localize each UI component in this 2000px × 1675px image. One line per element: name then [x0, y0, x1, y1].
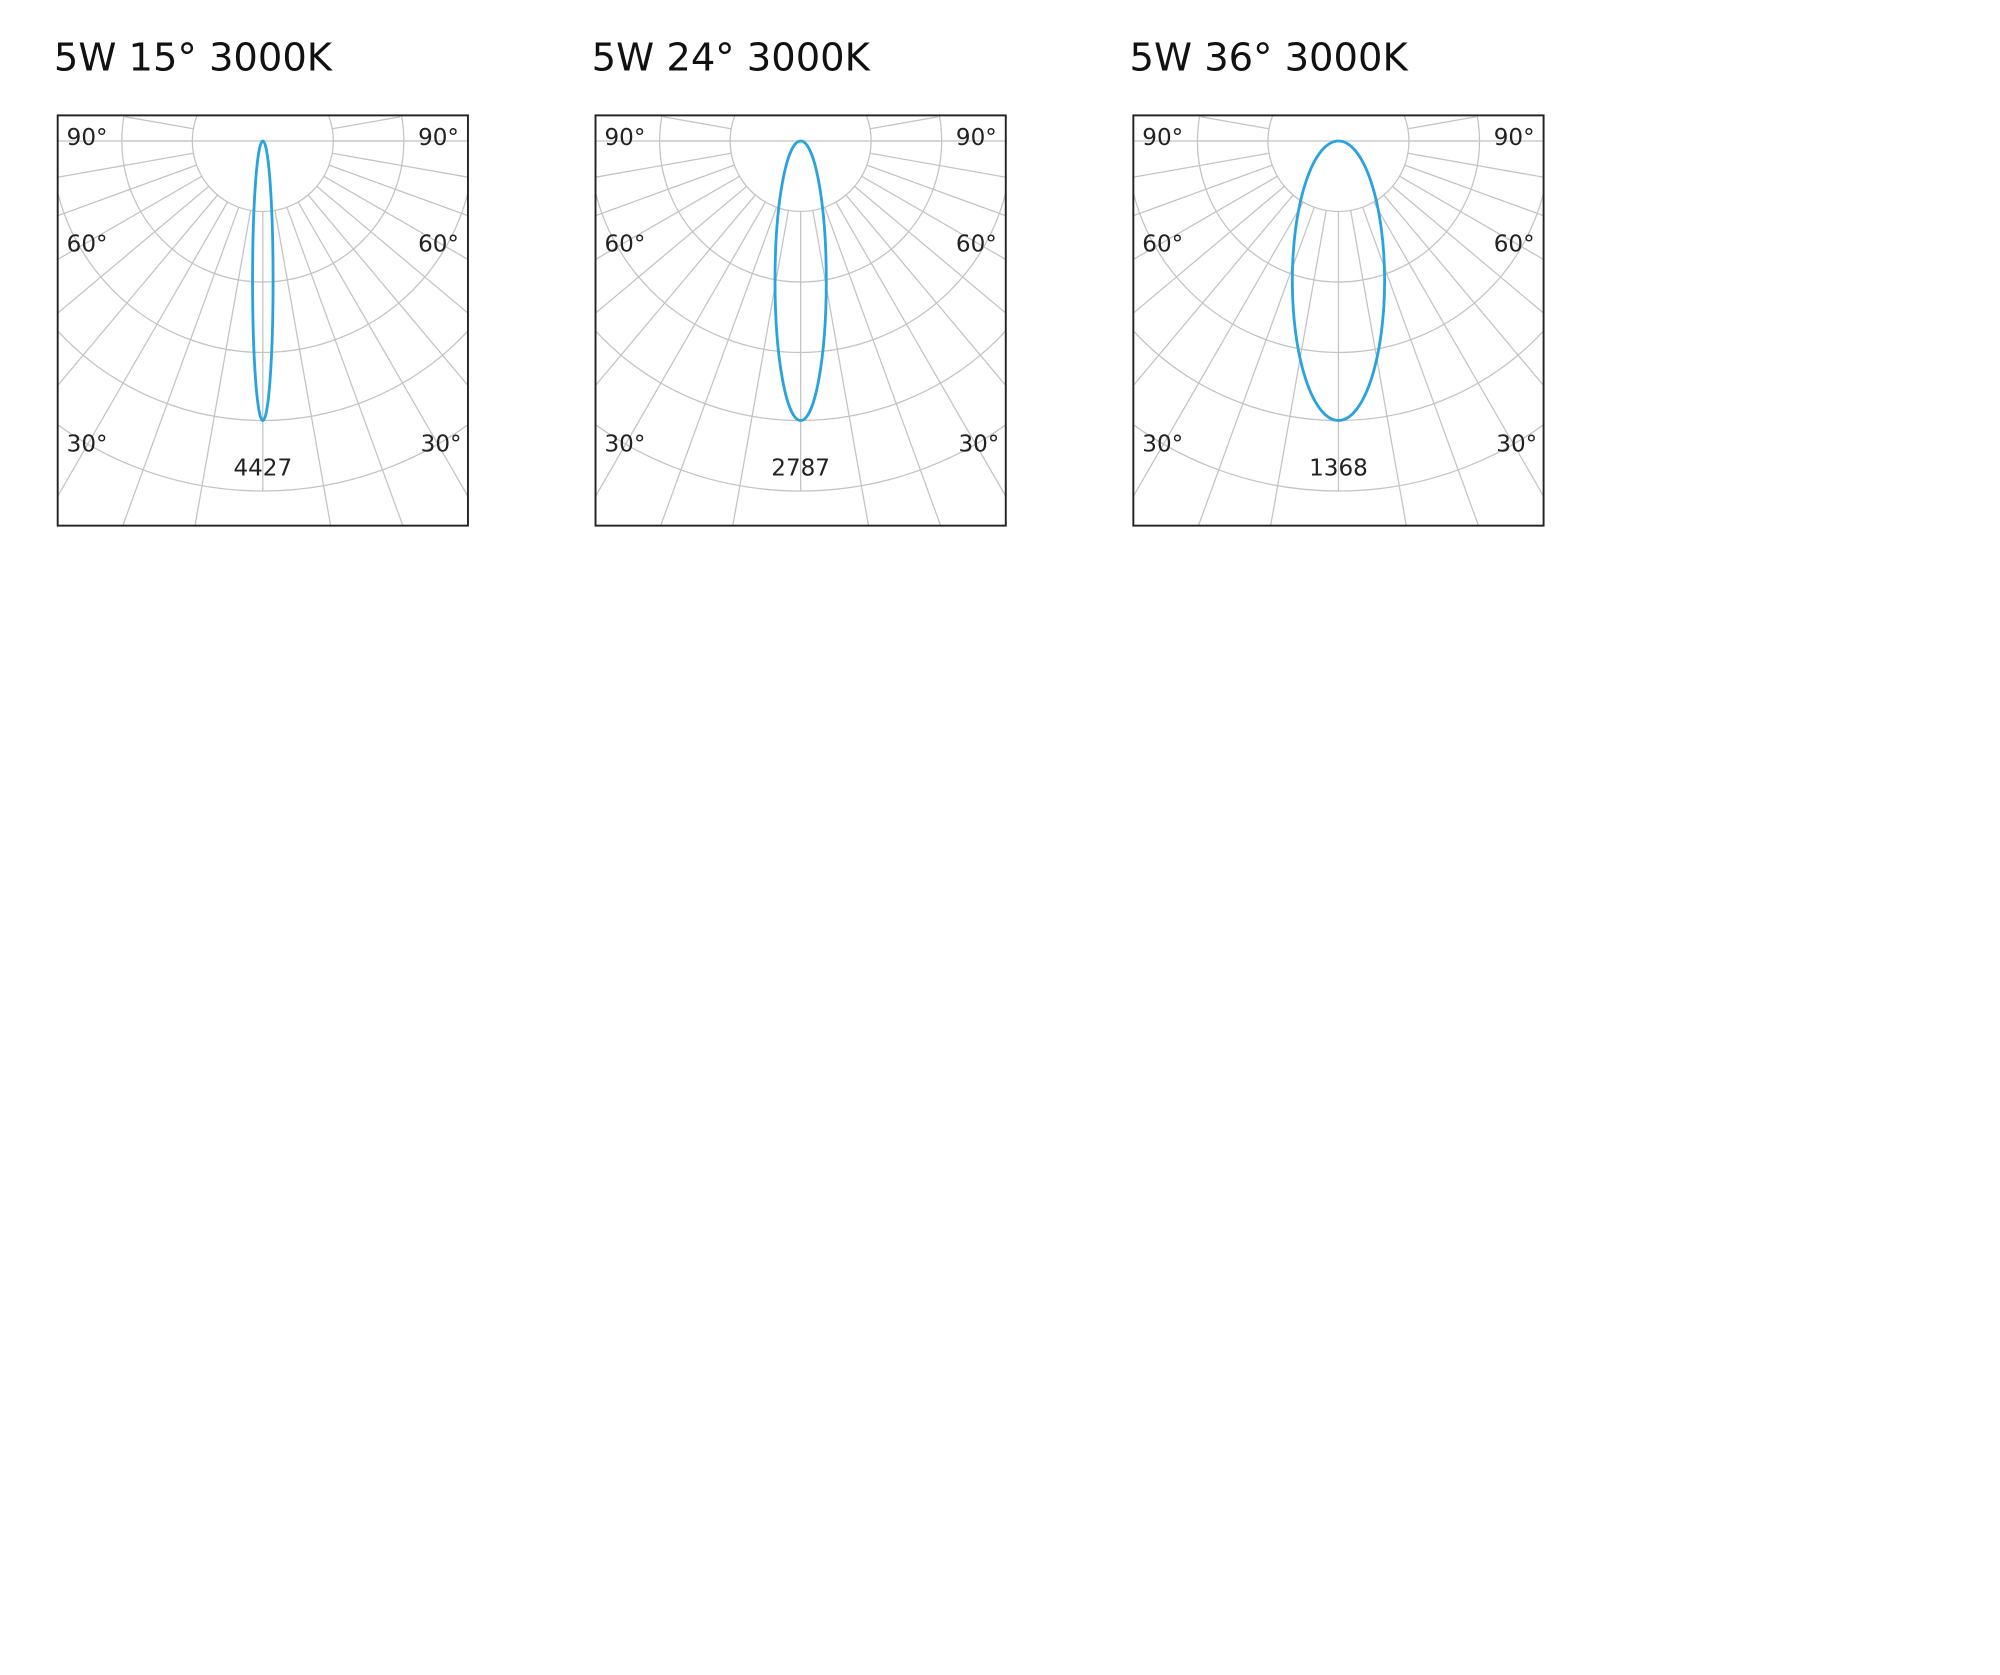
grid-line: [595, 201, 766, 498]
angle-label: 30°: [1496, 431, 1537, 457]
grid-line: [1407, 152, 1544, 178]
grid: [595, 115, 1006, 526]
grid-line: [316, 185, 468, 314]
grid-line: [1197, 207, 1315, 526]
grid-line: [1392, 185, 1544, 314]
angle-label: 90°: [418, 125, 459, 151]
beam-curve: [773, 139, 828, 422]
grid-line: [835, 201, 1006, 498]
grid-line: [57, 164, 197, 217]
grid-line: [1404, 164, 1544, 217]
panel: 5W 36° 3000K 90° 90° 60° 60° 30° 30° 1368: [1129, 36, 1545, 527]
grid-line: [332, 116, 401, 130]
angle-label: 90°: [1142, 125, 1183, 151]
beam-curve: [1290, 139, 1387, 422]
grid-line: [1200, 116, 1270, 130]
angle-label: 60°: [956, 231, 997, 257]
angle-label: 30°: [421, 431, 462, 457]
beam-curve: [251, 139, 275, 422]
panel-title: 5W 15° 3000K: [54, 36, 334, 81]
angle-label: 60°: [1142, 231, 1183, 257]
grid-line: [824, 207, 942, 526]
grid-line: [595, 185, 748, 314]
grid-line: [57, 185, 210, 314]
angle-label: 30°: [958, 431, 999, 457]
grid-line: [595, 175, 740, 261]
grid-line: [595, 164, 735, 217]
grid-line: [323, 175, 468, 261]
grid-line: [57, 201, 229, 498]
grid-line: [274, 210, 332, 526]
grid-line: [57, 194, 218, 387]
grid-line: [328, 164, 468, 217]
grid-line: [1373, 201, 1544, 498]
angle-label: 60°: [604, 231, 645, 257]
grid-line: [866, 164, 1006, 217]
grid-line: [1407, 116, 1477, 130]
panel: 5W 24° 3000K 90° 90° 60° 60° 30° 30° 2787: [592, 36, 1007, 527]
grid-line: [194, 210, 252, 526]
grid-line: [1133, 152, 1270, 178]
grid-line: [297, 201, 468, 498]
grid: [1133, 115, 1544, 526]
grid-line: [57, 152, 194, 178]
grid-line: [122, 207, 240, 526]
grid-line: [1350, 210, 1407, 526]
grid: [57, 115, 468, 526]
grid-line: [1361, 207, 1480, 526]
grid-line: [1133, 185, 1285, 314]
grid-line: [845, 194, 1006, 387]
panel-title: 5W 36° 3000K: [1129, 36, 1409, 81]
angle-label: 60°: [1494, 231, 1535, 257]
grid-line: [1269, 210, 1327, 526]
grid-line: [57, 175, 203, 261]
panel: 5W 15° 3000K 90° 90° 60° 60° 30° 30° 4427: [54, 36, 469, 527]
grid-line: [332, 152, 468, 178]
grid-line: [1133, 194, 1294, 387]
grid-line: [595, 194, 756, 387]
angle-label: 30°: [67, 431, 108, 457]
angle-label: 90°: [604, 125, 645, 151]
grid-line: [854, 185, 1006, 314]
panel-title: 5W 24° 3000K: [592, 36, 872, 81]
angle-label: 30°: [1142, 431, 1183, 457]
grid-line: [307, 194, 468, 387]
grid-line: [1383, 194, 1544, 387]
angle-label: 90°: [956, 125, 997, 151]
grid-line: [1133, 201, 1304, 498]
grid-line: [595, 152, 732, 178]
angle-label: 60°: [67, 231, 108, 257]
grid-line: [869, 116, 939, 130]
grid-line: [1133, 164, 1273, 217]
grid-line: [662, 116, 732, 130]
grid-line: [659, 207, 778, 526]
grid-line: [125, 116, 194, 130]
peak-value: 2787: [771, 456, 830, 482]
frame: [56, 114, 469, 527]
frame: [1132, 114, 1545, 527]
grid-line: [286, 207, 404, 526]
peak-value: 1368: [1309, 456, 1368, 482]
grid-line: [869, 152, 1006, 178]
angle-label: 30°: [604, 431, 645, 457]
angle-label: 60°: [418, 231, 459, 257]
grid-line: [1133, 175, 1278, 261]
angle-label: 90°: [67, 125, 108, 151]
frame: [594, 114, 1007, 527]
grid-line: [861, 175, 1006, 261]
angle-label: 90°: [1494, 125, 1535, 151]
peak-value: 4427: [233, 456, 292, 482]
grid-line: [1399, 175, 1544, 261]
